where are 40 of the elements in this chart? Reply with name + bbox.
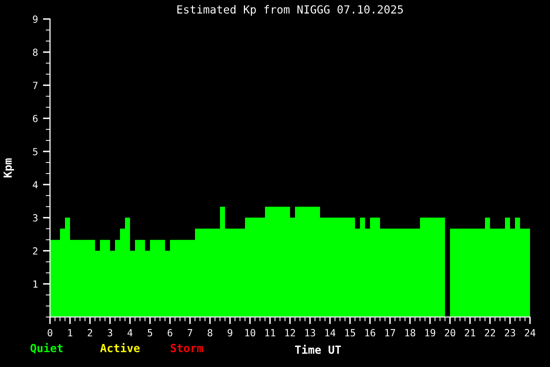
x-tick-label: 16 xyxy=(365,329,376,336)
chart-title: Estimated Kp from NIGGG 07.10.2025 xyxy=(177,5,403,16)
x-tick-label: 2 xyxy=(88,329,92,336)
x-tick-label: 13 xyxy=(305,329,316,336)
y-tick-label: 6 xyxy=(32,114,38,122)
x-tick-label: 18 xyxy=(405,329,416,336)
x-tick-label: 14 xyxy=(325,329,336,336)
x-tick-label: 6 xyxy=(168,329,172,336)
x-tick-label: 12 xyxy=(285,329,296,336)
x-tick-label: 22 xyxy=(484,329,496,336)
x-tick-label: 19 xyxy=(425,329,436,336)
y-tick-label: 5 xyxy=(33,148,38,156)
x-tick-label: 8 xyxy=(208,329,212,336)
x-tick-label: 10 xyxy=(245,329,256,336)
text: Active xyxy=(100,343,140,352)
y-tick-label: 8 xyxy=(32,48,38,56)
x-tick-label: 3 xyxy=(108,329,112,336)
x-tick-label: 9 xyxy=(228,329,232,336)
x-tick-label: 4 xyxy=(128,329,132,336)
x-tick-label: 0 xyxy=(48,329,52,336)
x-tick-label: 7 xyxy=(188,329,192,336)
x-tick-label: 20 xyxy=(444,329,456,336)
x-tick-label: 21 xyxy=(464,329,476,336)
x-tick-label: 15 xyxy=(345,329,356,336)
x-tick-label: 11 xyxy=(265,329,276,336)
text: Storm xyxy=(170,344,204,352)
y-tick-label: 4 xyxy=(32,181,38,188)
y-tick-label: 7 xyxy=(33,82,38,89)
x-tick-label: 24 xyxy=(524,329,536,336)
x-tick-label: 1 xyxy=(68,329,72,336)
x-tick-label: 5 xyxy=(148,329,152,336)
x-axis-title: Time UT xyxy=(295,344,341,354)
y-axis-title: Kpm xyxy=(4,158,14,178)
y-tick-label: 2 xyxy=(33,247,38,254)
x-tick-label: 23 xyxy=(504,329,516,336)
x-tick-label: 17 xyxy=(385,329,396,336)
y-tick-label: 1 xyxy=(34,280,38,288)
text: Quiet xyxy=(30,343,63,354)
y-tick-label: 3 xyxy=(32,214,38,222)
y-tick-label: 9 xyxy=(32,16,38,23)
